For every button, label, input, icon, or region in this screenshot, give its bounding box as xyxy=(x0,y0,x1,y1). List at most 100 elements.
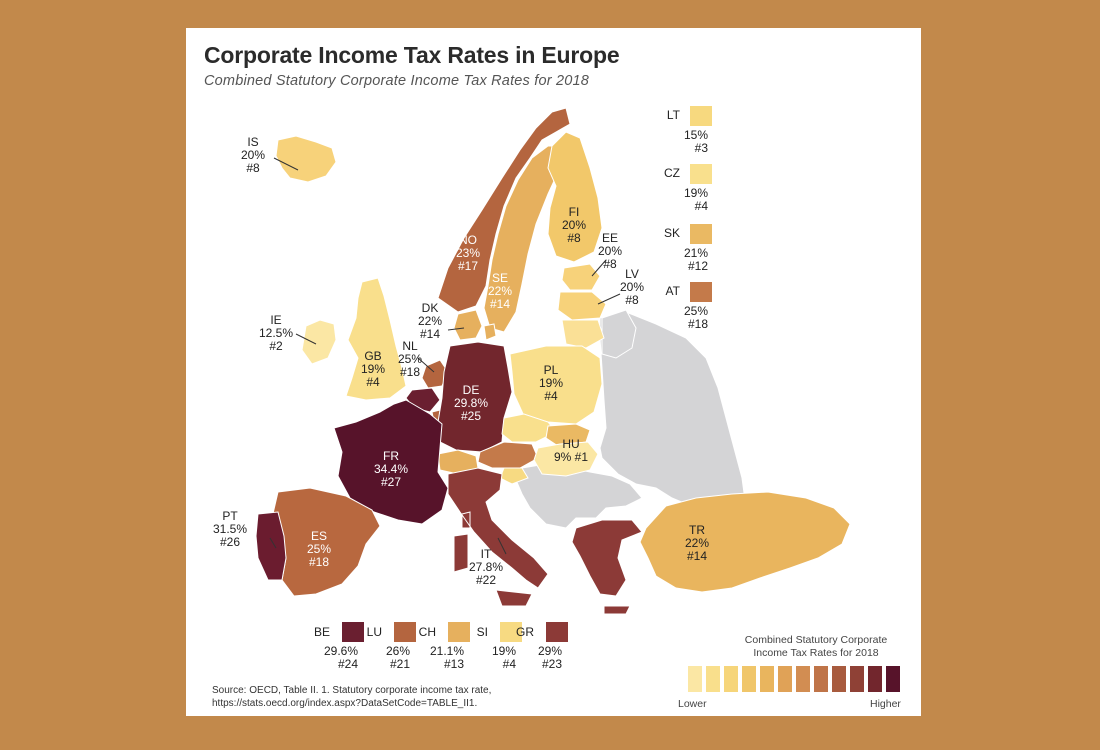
label-hu-rate: 9% xyxy=(553,450,572,464)
scale-swatch xyxy=(778,666,792,692)
scale-legend-title: Combined Statutory Corporate Income Tax … xyxy=(706,634,921,660)
bottom-legend-lu: LU 26% #21 xyxy=(346,622,416,674)
leader-line-ee xyxy=(591,259,607,277)
label-dk: DK 22% #14 xyxy=(417,301,443,341)
label-tr: TR 22% #14 xyxy=(684,523,710,563)
country-norway xyxy=(437,107,571,313)
leader-line-nl xyxy=(417,357,435,373)
label-gb: GB 19% #4 xyxy=(360,349,386,389)
map-subtitle: Combined Statutory Corporate Income Tax … xyxy=(204,73,590,89)
side-legend-rank: #4 xyxy=(694,199,708,213)
label-pl: PL 19% #4 xyxy=(538,363,564,403)
side-legend-sk: SK 21% #12 xyxy=(652,224,712,276)
side-legend-lt: LT 15% #3 xyxy=(652,106,712,158)
side-legend-swatch xyxy=(690,224,712,244)
country-hungary xyxy=(533,441,599,477)
label-hu: HU 9% #1 xyxy=(553,437,589,464)
scale-legend-title-line1: Combined Statutory Corporate xyxy=(744,634,888,646)
source-note: Source: OECD, Table II. 1. Statutory cor… xyxy=(212,684,491,710)
country-denmark xyxy=(453,309,497,341)
scale-swatch xyxy=(724,666,738,692)
side-legend-rank: #18 xyxy=(687,317,708,331)
country-austria xyxy=(477,441,539,469)
label-it: IT 27.8% #22 xyxy=(468,547,504,587)
side-legend-at: AT 25% #18 xyxy=(652,282,712,334)
scale-swatch xyxy=(868,666,882,692)
label-hu-rank: #1 xyxy=(574,450,589,464)
label-fi: FI 20% #8 xyxy=(561,205,587,245)
side-legend-rank: #3 xyxy=(694,141,708,155)
bottom-legend-swatch xyxy=(546,622,568,642)
bottom-legend-rank: #24 xyxy=(337,657,358,671)
bottom-legend-code: LU xyxy=(366,625,382,639)
country-turkey xyxy=(639,491,851,593)
country-finland xyxy=(547,131,603,263)
side-legend-rate: 19% xyxy=(683,186,708,200)
bottom-legend-be: BE 29.6% #24 xyxy=(294,622,364,674)
bottom-legend-rate: 29.6% xyxy=(323,644,358,658)
side-legend-swatch xyxy=(690,282,712,302)
leader-line-is xyxy=(273,157,299,171)
bottom-legend-rate: 29% xyxy=(537,644,562,658)
country-greece xyxy=(571,519,643,615)
label-lv: LV 20% #8 xyxy=(619,267,645,307)
label-es: ES 25% #18 xyxy=(306,529,332,569)
side-legend-swatch xyxy=(690,164,712,184)
bottom-legend-rate: 21.1% xyxy=(429,644,464,658)
bottom-legend-code: GR xyxy=(516,625,534,639)
bottom-legend-rank: #23 xyxy=(541,657,562,671)
country-poland xyxy=(509,345,603,425)
side-legend-rank: #12 xyxy=(687,259,708,273)
label-nl: NL 25% #18 xyxy=(397,339,423,379)
country-iceland xyxy=(275,135,337,183)
country-italy xyxy=(447,467,549,607)
europe-map xyxy=(255,107,851,615)
bottom-legend-code: CH xyxy=(418,625,436,639)
side-legend-code: LT xyxy=(666,108,680,122)
bottom-legend-swatch xyxy=(500,622,522,642)
side-legend-code: CZ xyxy=(664,166,680,180)
label-se: SE 22% #14 xyxy=(487,271,513,311)
label-pt: PT 31.5% #26 xyxy=(212,509,248,549)
scale-swatch xyxy=(832,666,846,692)
bottom-legend-swatch xyxy=(394,622,416,642)
bottom-legend-swatch xyxy=(448,622,470,642)
leader-line-it xyxy=(497,537,507,555)
country-portugal xyxy=(255,511,287,581)
leader-line-pt xyxy=(269,537,277,549)
region-non-oecd-belarus xyxy=(601,309,637,359)
side-legend-rate: 21% xyxy=(683,246,708,260)
bottom-legend-code: BE xyxy=(313,625,330,639)
bottom-legend-rank: #4 xyxy=(502,657,516,671)
bottom-legend-ch: CH 21.1% #13 xyxy=(400,622,470,674)
side-legend-code: AT xyxy=(665,284,680,298)
label-de: DE 29.8% #25 xyxy=(453,383,489,423)
source-line1: Source: OECD, Table II. 1. Statutory cor… xyxy=(212,685,492,696)
scale-high-label: Higher xyxy=(870,698,901,710)
bottom-legend-rate: 26% xyxy=(385,644,410,658)
label-fr: FR 34.4% #27 xyxy=(373,449,409,489)
bottom-legend-rate: 19% xyxy=(491,644,516,658)
side-legend-cz: CZ 19% #4 xyxy=(652,164,712,216)
leader-lines xyxy=(269,157,621,555)
country-france xyxy=(333,399,449,525)
side-legend-rate: 25% xyxy=(683,304,708,318)
scale-swatch xyxy=(760,666,774,692)
bottom-legend-code: SI xyxy=(476,625,488,639)
scale-swatch xyxy=(688,666,702,692)
scale-swatch xyxy=(796,666,810,692)
scale-low-label: Lower xyxy=(678,698,707,710)
label-is: IS 20% #8 xyxy=(240,135,266,175)
bottom-legend-rank: #21 xyxy=(389,657,410,671)
side-legend-code: SK xyxy=(663,226,680,240)
side-legend-rate: 15% xyxy=(683,128,708,142)
bottom-legend-swatch xyxy=(342,622,364,642)
label-ee: EE 20% #8 xyxy=(597,231,623,271)
country-estonia xyxy=(561,263,601,291)
country-lithuania xyxy=(561,319,605,349)
bottom-legend-rank: #13 xyxy=(443,657,464,671)
country-ireland xyxy=(301,319,337,365)
scale-swatch xyxy=(850,666,864,692)
scale-legend-title-line2: Income Tax Rates for 2018 xyxy=(753,647,879,659)
label-ie: IE 12.5% #2 xyxy=(258,313,294,353)
